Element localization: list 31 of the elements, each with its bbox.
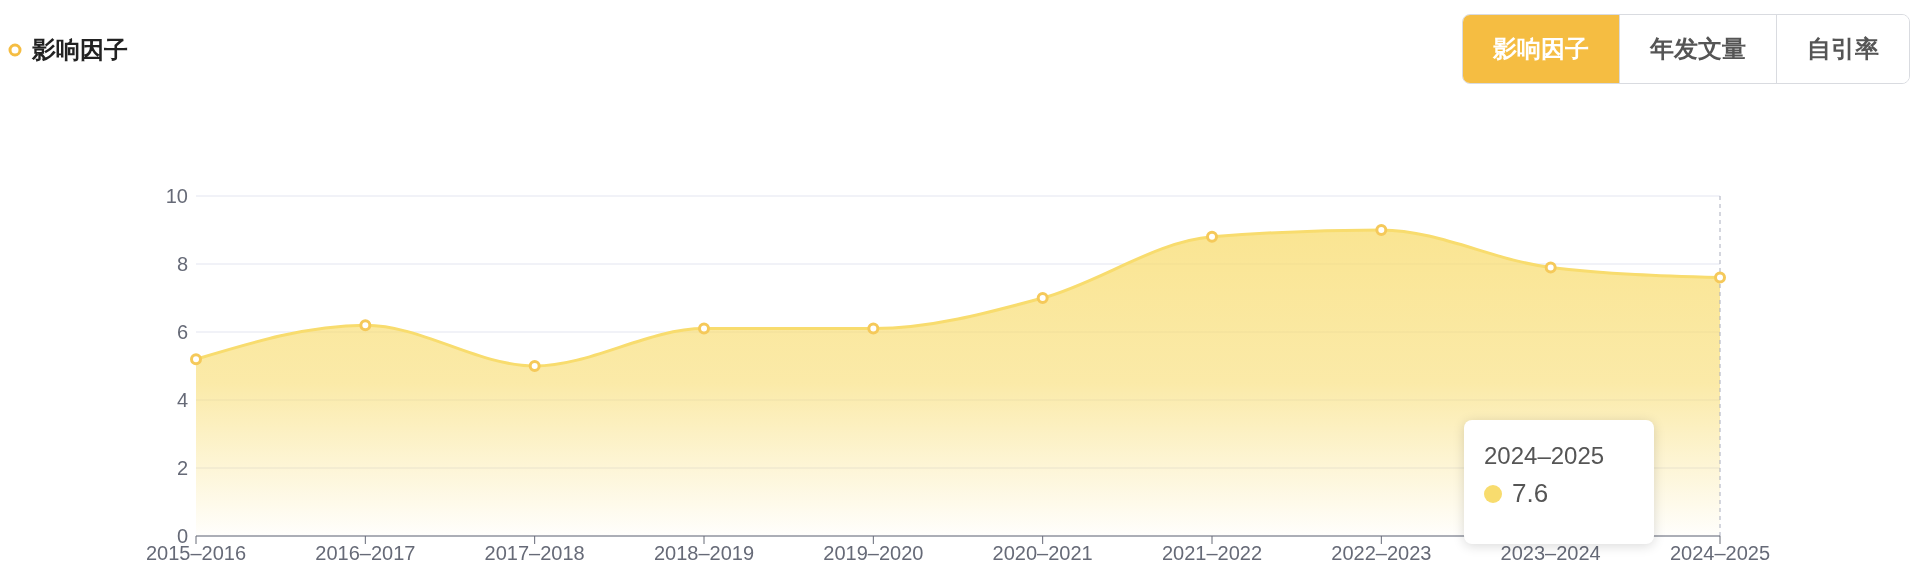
chart-title: 影响因子 bbox=[32, 35, 128, 65]
point bbox=[359, 319, 372, 332]
x-tick-label: 2022–2023 bbox=[1331, 542, 1432, 565]
x-tick-label: 2019–2020 bbox=[823, 542, 924, 565]
point bbox=[698, 322, 710, 335]
x-tick-label: 2024–2025 bbox=[1669, 542, 1771, 565]
x-tick-label: 2018–2019 bbox=[653, 542, 755, 565]
point bbox=[1206, 230, 1218, 243]
x-tick-label: 2020–2021 bbox=[992, 542, 1093, 565]
x-tick-label: 2021–2022 bbox=[1161, 542, 1263, 565]
x-tick-label: 2023–2024 bbox=[1500, 542, 1601, 565]
text: 自引率 bbox=[1776, 15, 1909, 83]
y-tick-label: 4 bbox=[176, 389, 188, 412]
point bbox=[1036, 292, 1049, 304]
text: 影响因子 bbox=[1463, 15, 1619, 83]
text: 年发文量 bbox=[1619, 15, 1776, 83]
point bbox=[190, 353, 202, 366]
x-tick-label: 2015–2016 bbox=[145, 542, 247, 565]
x-tick-label: 2016–2017 bbox=[315, 542, 416, 565]
point bbox=[1375, 224, 1388, 236]
y-tick-label: 10 bbox=[165, 185, 188, 208]
y-tick-label: 6 bbox=[176, 321, 188, 344]
point bbox=[1714, 271, 1726, 284]
annotation: 7.6 bbox=[1512, 478, 1549, 509]
annotation: 2024–2025 bbox=[1484, 442, 1606, 470]
y-tick-label: 2 bbox=[176, 457, 188, 480]
x-tick-label: 2017–2018 bbox=[484, 542, 585, 565]
point bbox=[528, 360, 541, 372]
point bbox=[867, 322, 880, 335]
point bbox=[1544, 261, 1557, 274]
y-tick-label: 8 bbox=[176, 253, 188, 276]
